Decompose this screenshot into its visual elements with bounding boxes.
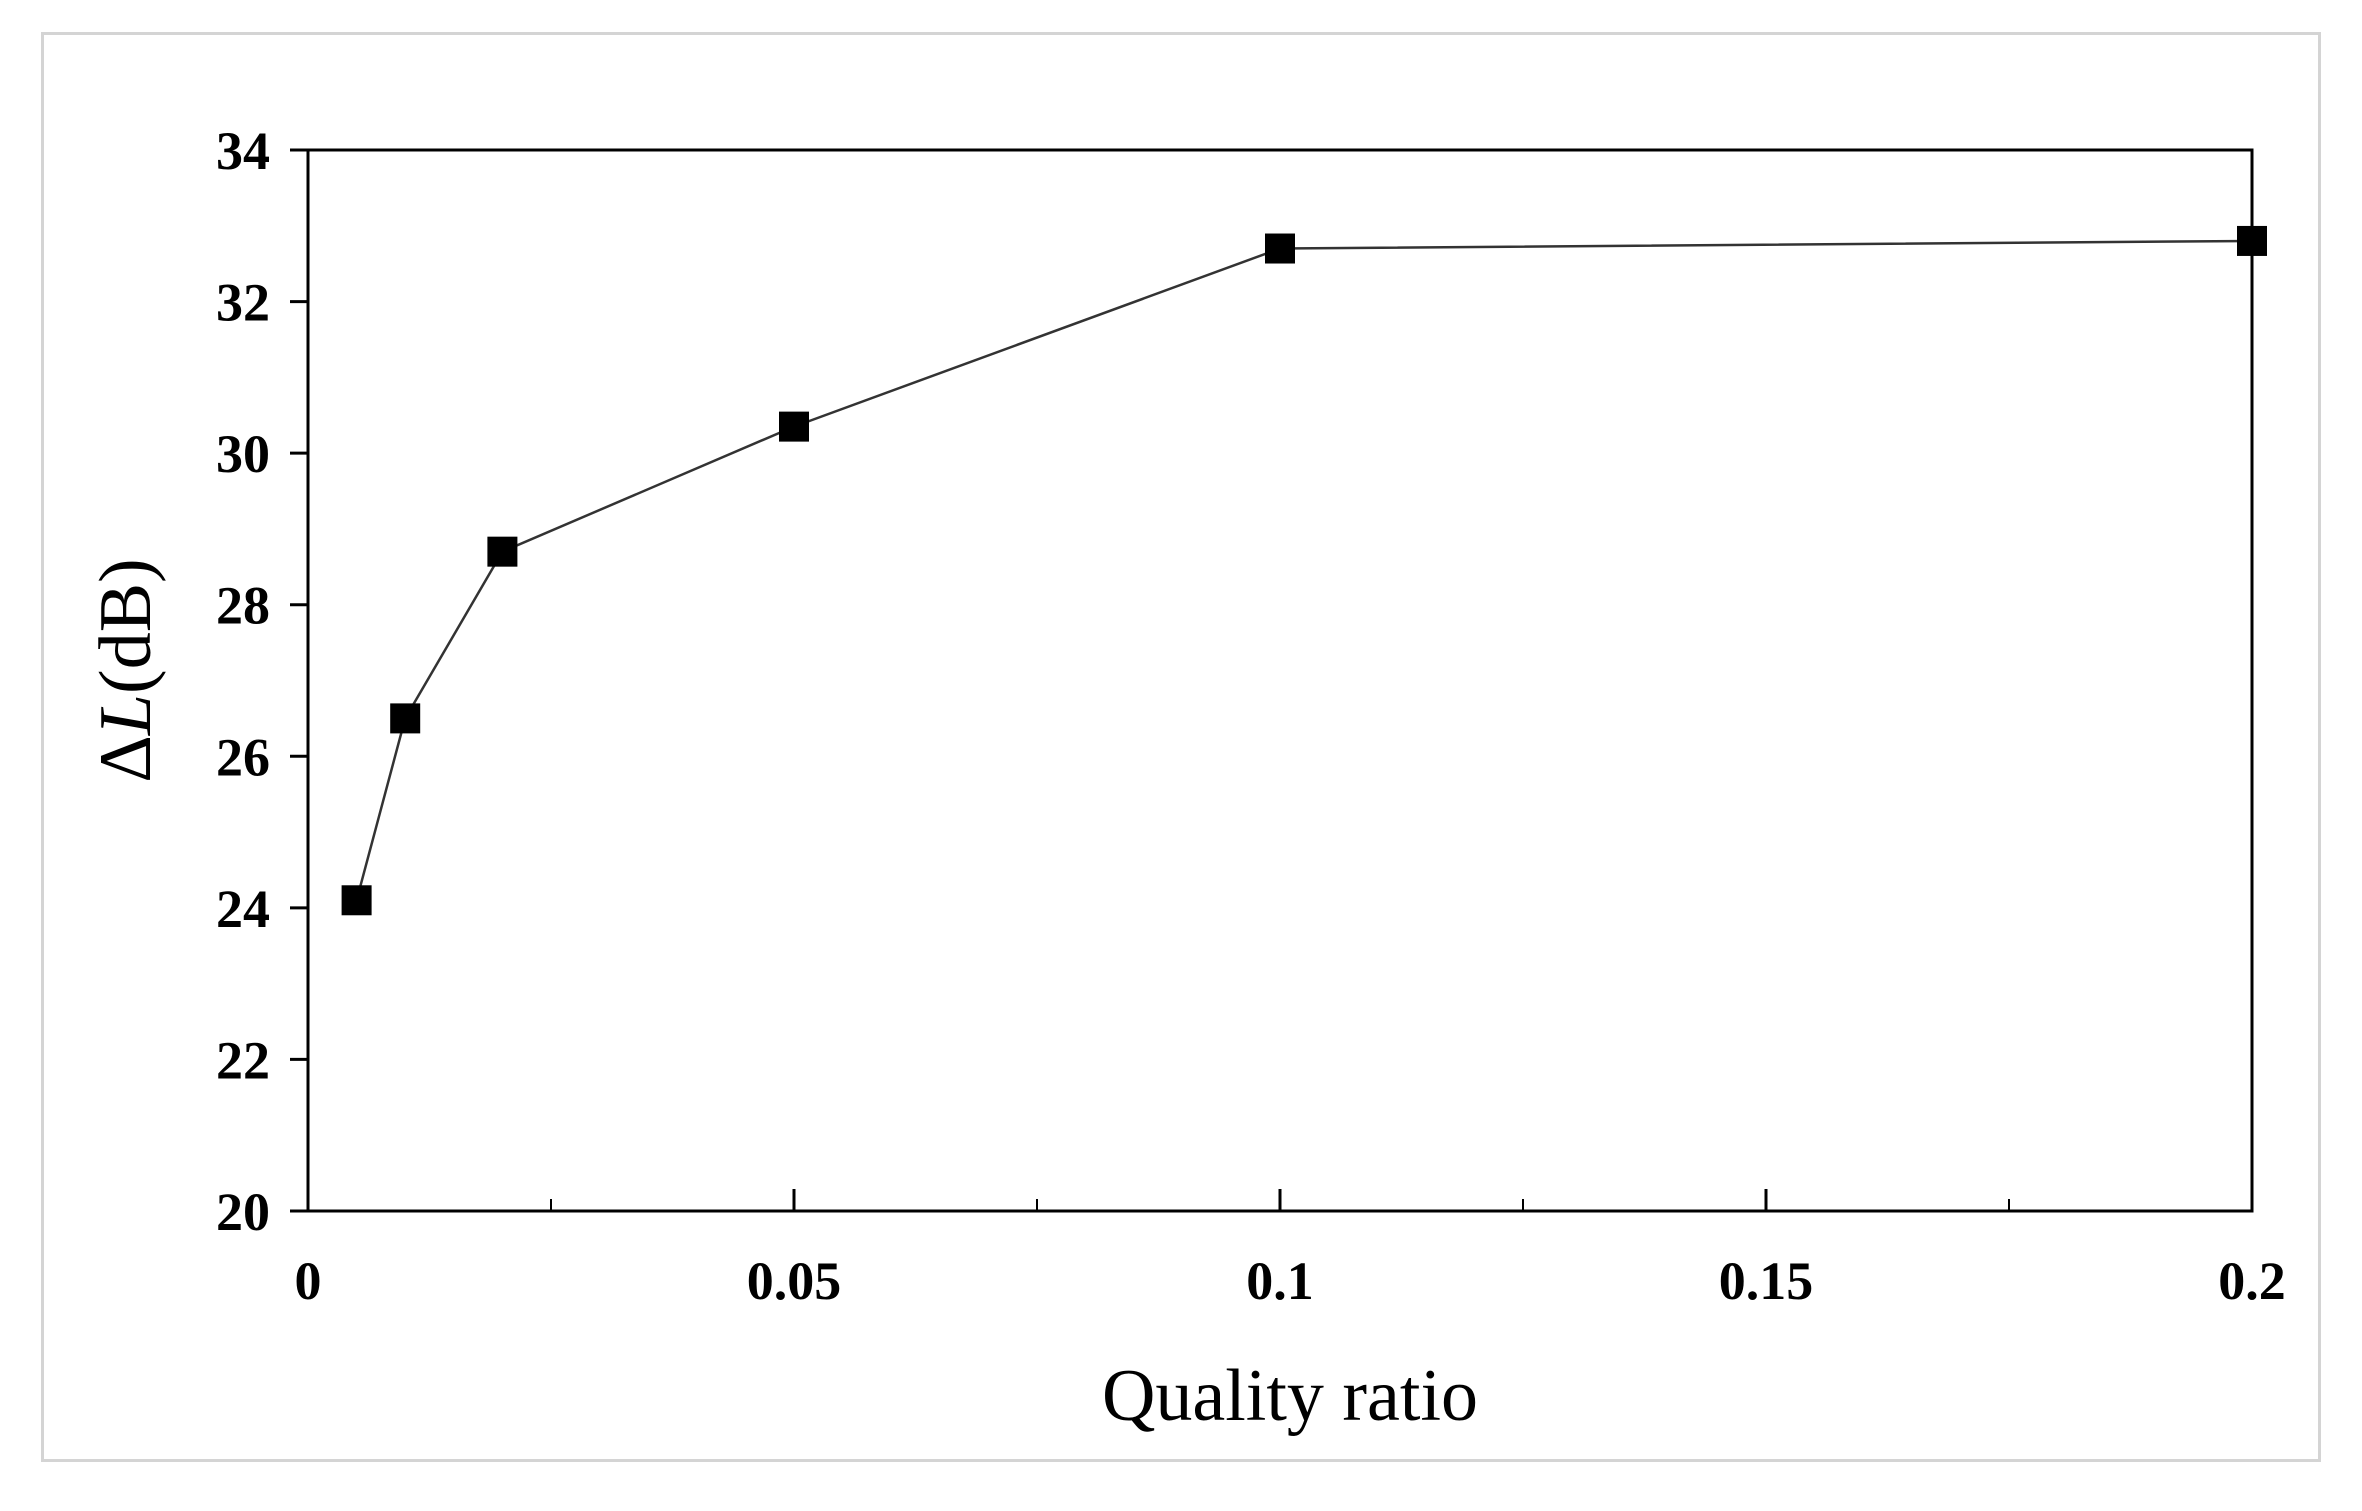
- data-point-marker: [779, 411, 809, 442]
- data-point-marker: [2237, 225, 2267, 256]
- x-axis-title: Quality ratio: [1102, 1355, 1478, 1437]
- series-group: [341, 225, 2267, 916]
- data-point-marker: [1265, 233, 1295, 264]
- x-tick-label: 0.15: [1719, 1251, 1814, 1311]
- y-axis-title: ΔL(dB): [85, 558, 167, 782]
- y-axis-title-prefix: Δ: [85, 735, 167, 783]
- series-line: [355, 239, 2253, 901]
- y-tick-label: 30: [216, 424, 270, 484]
- x-tick-label: 0.05: [747, 1251, 842, 1311]
- y-tick-label: 32: [216, 273, 270, 333]
- data-point-marker: [390, 703, 421, 734]
- data-point-marker: [341, 885, 372, 916]
- y-tick-label: 24: [216, 879, 270, 939]
- y-tick-label: 22: [216, 1030, 270, 1090]
- y-tick-label: 28: [216, 576, 270, 636]
- axis-ticks: [290, 148, 2254, 1213]
- y-tick-label: 34: [216, 121, 270, 181]
- tick-labels: 0 0.05 0.1 0.15 0.2 20 22 24 26 28 30 32 34: [216, 121, 2286, 1311]
- data-point-marker: [487, 536, 518, 567]
- y-axis-title-unit: (dB): [85, 558, 167, 694]
- x-tick-label: 0: [295, 1251, 322, 1311]
- y-tick-label: 20: [216, 1182, 270, 1242]
- figure-frame: [41, 32, 2321, 1462]
- x-tick-label: 0.2: [2218, 1251, 2286, 1311]
- plot-area: [306, 148, 2254, 1213]
- y-axis-title-variable: L: [85, 694, 167, 736]
- y-tick-label: 26: [216, 727, 270, 787]
- x-tick-label: 0.1: [1246, 1251, 1314, 1311]
